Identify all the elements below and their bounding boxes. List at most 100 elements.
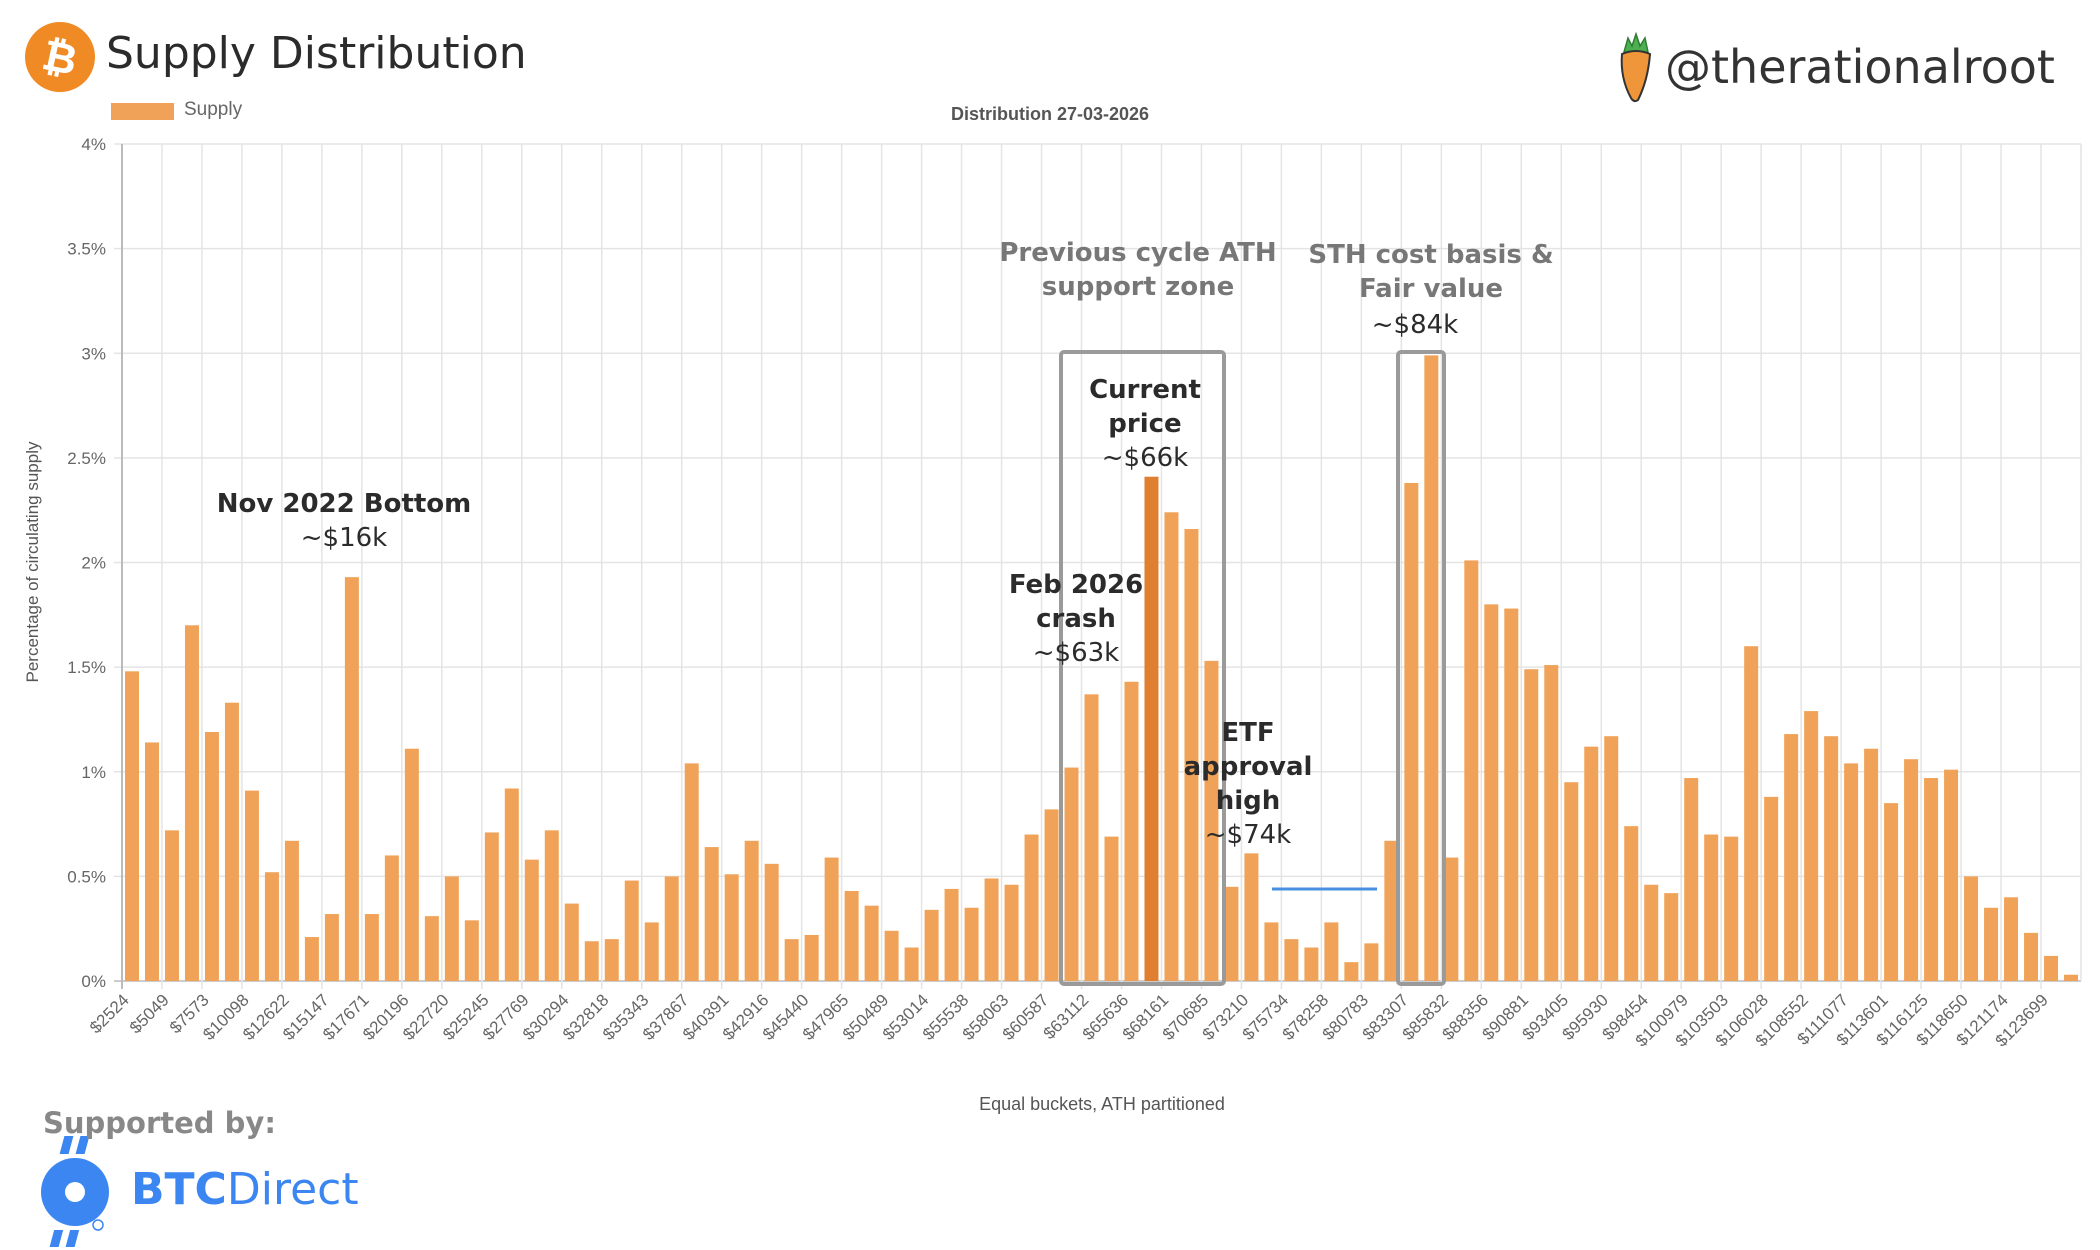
bar — [644, 922, 659, 981]
bar — [1864, 748, 1879, 981]
bar — [184, 625, 199, 981]
bar — [884, 930, 899, 981]
bar — [1044, 809, 1059, 981]
bar — [484, 832, 499, 981]
legend-swatch[interactable] — [111, 103, 174, 120]
bar — [144, 742, 159, 981]
bar — [1244, 853, 1259, 981]
annotation-line: Nov 2022 Bottom — [216, 489, 472, 519]
bar — [1664, 893, 1679, 981]
bar — [224, 702, 239, 981]
bar — [504, 788, 519, 981]
bar — [2064, 974, 2078, 981]
annotation-sth: STH cost basis & Fair value — [1308, 238, 1553, 306]
bar — [1744, 646, 1759, 981]
bar — [524, 859, 539, 981]
bar — [1484, 604, 1499, 981]
bar — [764, 863, 779, 981]
bar — [2044, 955, 2059, 981]
bar — [1404, 482, 1419, 981]
annotation-current-price: Current price ~$66k — [1089, 373, 1201, 475]
bar — [1344, 962, 1359, 981]
bar — [724, 874, 739, 981]
annotation-line: STH cost basis & — [1308, 240, 1554, 270]
author-handle: @therationalroot — [1665, 40, 2055, 94]
bar — [1704, 834, 1719, 981]
bar — [1764, 796, 1779, 981]
annotation-line: Current — [1089, 375, 1201, 405]
y-tick-label: 2.5% — [67, 449, 106, 468]
y-tick-label: 3.5% — [67, 240, 106, 259]
bar — [544, 830, 559, 981]
bar — [1944, 769, 1959, 981]
annotation-price: ~$16k — [300, 523, 388, 553]
annotation-line: support zone — [1041, 272, 1235, 302]
annotation-nov-2022: Nov 2022 Bottom ~$16k — [217, 487, 472, 555]
bar — [984, 878, 999, 981]
bar — [1184, 529, 1199, 981]
annotation-line: high — [1215, 786, 1281, 816]
bar — [864, 905, 879, 981]
bar — [844, 891, 859, 981]
bar — [784, 939, 799, 981]
bar — [964, 907, 979, 981]
y-tick-label: 1.5% — [67, 658, 106, 677]
bar — [1564, 782, 1579, 981]
sponsor-name: BTCDirect — [131, 1164, 359, 1215]
support-zone-box — [1059, 350, 1226, 986]
bitcoin-logo-icon: ₿ — [25, 22, 95, 92]
bar — [1924, 778, 1939, 981]
bar — [1424, 355, 1439, 981]
bar — [704, 847, 719, 981]
bar — [824, 857, 839, 981]
bar — [1804, 711, 1819, 981]
y-tick-labels: 0% 0.5% 1% 1.5% 2% 2.5% 3% 3.5% 4% — [67, 135, 106, 991]
bar — [2004, 897, 2019, 981]
bar — [1524, 669, 1539, 981]
bar — [564, 903, 579, 981]
bar — [125, 671, 139, 981]
bar — [1084, 694, 1099, 981]
bar — [1164, 512, 1179, 981]
bar — [1884, 803, 1899, 981]
annotation-line: Previous cycle ATH — [999, 238, 1277, 268]
bar — [1464, 560, 1479, 981]
bar — [1644, 884, 1659, 981]
bar — [164, 830, 179, 981]
bar — [604, 939, 619, 981]
bar — [364, 914, 379, 981]
bar — [424, 916, 439, 981]
bar — [344, 577, 359, 981]
bar — [284, 840, 299, 981]
grid — [114, 143, 2082, 989]
annotation-line: Feb 2026 — [1008, 570, 1144, 600]
bar — [1984, 907, 1999, 981]
bar — [464, 920, 479, 981]
bar — [1824, 736, 1839, 981]
bar — [624, 880, 639, 981]
annotation-sth-price: ~$84k — [1371, 310, 1459, 340]
legend-label[interactable]: Supply — [184, 99, 243, 120]
bar — [1904, 759, 1919, 981]
carrot-icon — [1620, 31, 1652, 103]
chart-title-text: Distribution 27-03-2026 — [950, 104, 1150, 124]
bar — [924, 909, 939, 981]
bar — [404, 748, 419, 981]
sponsor-name-rest: Direct — [226, 1164, 359, 1215]
bar — [1784, 734, 1799, 981]
y-axis-title: Percentage of circulating supply — [23, 441, 42, 683]
btc-direct-logo-icon — [41, 1136, 109, 1247]
bar — [1444, 857, 1459, 981]
bar — [584, 941, 599, 981]
bar — [1284, 939, 1299, 981]
bar — [264, 872, 279, 981]
chart-title: Distribution 27-03-2026 — [0, 104, 2100, 125]
y-tick-label: 1% — [81, 763, 106, 782]
x-tick-label: $2524 — [86, 990, 133, 1037]
bar — [1004, 884, 1019, 981]
bar — [324, 914, 339, 981]
annotation-etf: ETF approval high ~$74k — [1184, 716, 1313, 852]
bar — [384, 855, 399, 981]
bar — [684, 763, 699, 981]
bar — [244, 790, 259, 981]
